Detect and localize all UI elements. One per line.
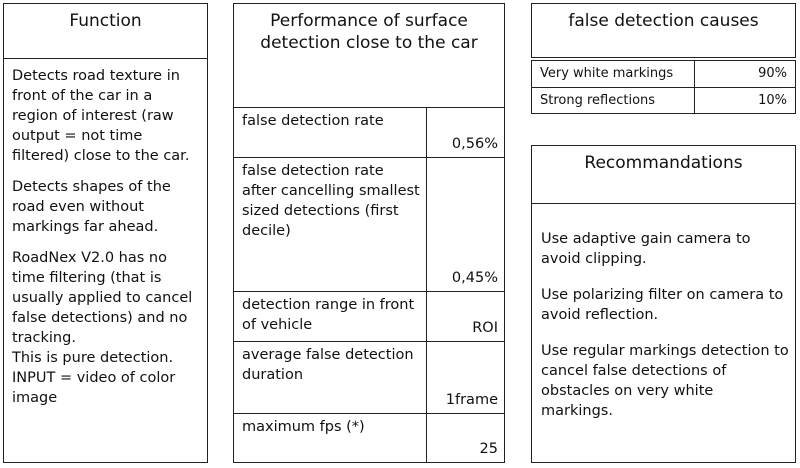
causes-header-box: false detection causes <box>531 3 796 58</box>
recommendations-body: Use adaptive gain camera to avoid clippi… <box>541 229 789 421</box>
causes-row: Very white markings 90% <box>532 61 795 88</box>
function-header: Function <box>4 4 207 59</box>
performance-row: maximum fps (*) 25 <box>234 414 504 462</box>
performance-box: Performance of surface detection close t… <box>233 3 505 463</box>
recommendations-header: Recommandations <box>532 146 795 204</box>
performance-label: false detection rate <box>242 113 384 129</box>
cause-label: Strong reflections <box>540 93 656 108</box>
causes-title: false detection causes <box>568 11 759 31</box>
performance-value: 25 <box>479 441 498 457</box>
causes-table: Very white markings 90% Strong reflectio… <box>531 60 796 114</box>
performance-value: 0,56% <box>451 136 498 152</box>
function-body: Detects road texture in front of the car… <box>12 66 202 408</box>
function-paragraph-5: INPUT = video of color image <box>12 370 176 406</box>
function-title: Function <box>69 11 142 31</box>
performance-value: 1frame <box>445 392 498 408</box>
performance-label: false detection rate after cancelling sm… <box>242 163 420 239</box>
function-paragraph-3: RoadNex V2.0 has no time filtering (that… <box>12 250 193 346</box>
performance-value: ROI <box>472 320 498 336</box>
cause-value: 10% <box>758 93 787 108</box>
performance-label: detection range in front of vehicle <box>242 297 415 333</box>
performance-value: 0,45% <box>451 270 498 286</box>
function-paragraph-4: This is pure detection. <box>12 350 174 366</box>
performance-row: average false detection duration 1frame <box>234 342 504 414</box>
performance-label: average false detection duration <box>242 347 414 383</box>
performance-row: false detection rate 0,56% <box>234 108 504 158</box>
cause-value: 90% <box>758 66 787 81</box>
performance-column-divider <box>426 108 427 462</box>
recommendations-box: Recommandations Use adaptive gain camera… <box>531 145 796 463</box>
recommendation-item: Use regular markings detection to cancel… <box>541 343 789 419</box>
cause-label: Very white markings <box>540 66 674 81</box>
function-paragraph-1: Detects road texture in front of the car… <box>12 68 190 164</box>
performance-title: Performance of surface detection close t… <box>260 11 478 53</box>
function-box: Function Detects road texture in front o… <box>3 3 208 463</box>
recommendation-item: Use polarizing filter on camera to avoid… <box>541 287 784 323</box>
causes-row: Strong reflections 10% <box>532 88 795 115</box>
performance-row: false detection rate after cancelling sm… <box>234 158 504 292</box>
performance-row: detection range in front of vehicle ROI <box>234 292 504 342</box>
function-paragraph-2: Detects shapes of the road even without … <box>12 179 171 235</box>
performance-table: false detection rate 0,56% false detecti… <box>234 108 504 462</box>
performance-label: maximum fps (*) <box>242 419 365 435</box>
performance-header: Performance of surface detection close t… <box>234 4 504 108</box>
recommendation-item: Use adaptive gain camera to avoid clippi… <box>541 231 751 267</box>
recommendations-title: Recommandations <box>584 153 743 173</box>
